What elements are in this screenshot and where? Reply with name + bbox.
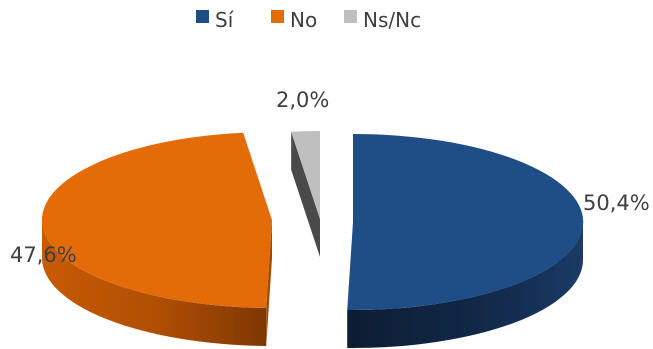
legend-swatch-si (196, 10, 209, 23)
data-label-no: 47,6% (10, 243, 77, 267)
data-label-si: 50,4% (583, 191, 650, 215)
legend-label-si: Sí (215, 8, 235, 32)
data-labels: 50,4% 47,6% 2,0% (10, 88, 650, 267)
legend-label-nsnc: Ns/Nc (363, 8, 421, 32)
legend-swatch-no (271, 10, 284, 23)
slice-nsnc (291, 131, 320, 219)
slice-si (347, 133, 584, 310)
data-label-nsnc: 2,0% (276, 88, 329, 112)
legend-label-no: No (290, 8, 317, 32)
slice-no (41, 132, 272, 308)
legend: Sí No Ns/Nc (196, 8, 421, 32)
legend-swatch-nsnc (344, 10, 357, 23)
slice-side-si (347, 222, 583, 348)
slice-cut-nsnc (291, 131, 320, 257)
slice-cut-no (266, 220, 272, 346)
pie (41, 131, 584, 348)
slice-side-no (42, 220, 267, 346)
